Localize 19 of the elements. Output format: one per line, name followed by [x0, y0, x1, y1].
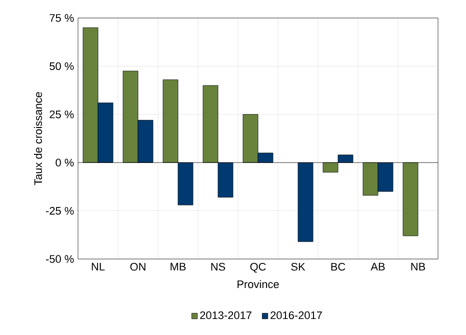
x-tick-label: ON: [130, 262, 146, 271]
x-tick-label: QC: [250, 262, 266, 273]
x-tick-label: NL: [92, 262, 105, 270]
legend-label: 2013-2017: [200, 311, 252, 320]
y-tick-label: 25 %: [50, 110, 74, 118]
y-tick-label: 0 %: [56, 158, 74, 166]
y-axis-title: Taux de croissance: [34, 92, 42, 186]
x-tick-label: MB: [170, 262, 186, 270]
x-tick-label: AB: [370, 262, 385, 270]
x-axis-title: Province: [238, 280, 279, 288]
x-tick-label: NB: [411, 262, 426, 270]
y-tick-label: -50 %: [46, 255, 74, 263]
y-tick-label: 50 %: [50, 62, 74, 70]
x-tick-label: SK: [291, 262, 306, 271]
x-tick-label: NS: [211, 262, 226, 271]
legend-label: 2016-2017: [270, 311, 322, 320]
y-tick-label: -25 %: [46, 206, 74, 215]
x-tick-label: BC: [331, 262, 346, 271]
y-tick-label: 75 %: [50, 14, 74, 22]
